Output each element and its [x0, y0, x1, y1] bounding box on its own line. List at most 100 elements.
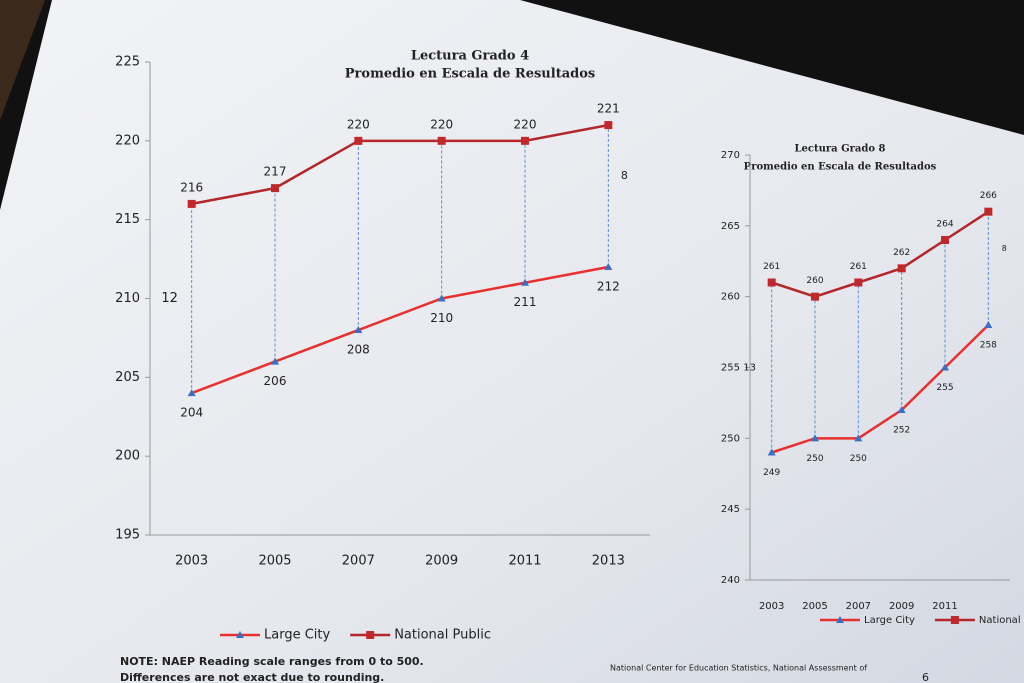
data-label: 261 [850, 262, 867, 272]
y-tick-label: 265 [721, 221, 740, 232]
data-label: 220 [514, 117, 537, 131]
note: Differences are not exact due to roundin… [120, 671, 384, 683]
annotation: 8 [1002, 244, 1007, 253]
y-tick-label: 270 [721, 150, 740, 161]
x-tick-label: 2009 [425, 554, 458, 569]
legend-marker [366, 631, 375, 639]
data-label: 258 [980, 341, 997, 351]
annotation: 12 [161, 291, 178, 306]
legend-label: National Public [979, 615, 1024, 626]
data-label: 255 [936, 383, 953, 393]
y-tick-label: 255 [721, 363, 740, 374]
y-tick-label: 225 [115, 55, 140, 70]
point-marker [604, 121, 613, 130]
data-label: 217 [264, 165, 287, 179]
page-number: 6 [922, 671, 929, 683]
y-tick-label: 215 [115, 212, 140, 227]
point-marker [941, 363, 949, 371]
chart-title: Lectura Grado 8 [795, 144, 886, 155]
point-marker [437, 136, 446, 145]
y-tick-label: 205 [115, 370, 140, 385]
data-label: 204 [180, 406, 203, 420]
y-tick-label: 260 [721, 292, 740, 303]
data-label: 261 [763, 262, 780, 272]
point-marker [897, 406, 906, 413]
point-marker [984, 207, 993, 216]
x-tick-label: 2011 [932, 601, 957, 612]
x-tick-label: 2009 [889, 601, 914, 612]
data-label: 210 [430, 311, 453, 325]
point-marker [437, 294, 446, 302]
legend-label: National Public [394, 628, 491, 643]
point-marker [811, 292, 819, 301]
chart-title: Lectura Grado 4 [411, 49, 529, 64]
annotation: 13 [743, 363, 756, 374]
note: NOTE: NAEP Reading scale ranges from 0 t… [120, 655, 424, 668]
data-label: 208 [347, 343, 370, 357]
x-tick-label: 2013 [592, 554, 625, 569]
data-label: 216 [180, 180, 203, 194]
data-label: 211 [514, 295, 537, 309]
point-marker [897, 264, 906, 273]
point-marker [271, 184, 279, 193]
legend-label: Large City [864, 615, 915, 626]
series-line [771, 210, 990, 298]
x-tick-label: 2005 [258, 554, 291, 569]
x-tick-label: 2007 [342, 554, 375, 569]
data-label: 249 [763, 468, 780, 478]
series-line [191, 123, 609, 206]
data-label: 220 [430, 117, 453, 131]
legend-label: Large City [264, 628, 330, 643]
point-marker [354, 136, 363, 145]
x-tick-label: 2011 [508, 554, 541, 569]
data-label: 266 [980, 191, 997, 201]
data-label: 212 [597, 279, 620, 293]
point-marker [854, 278, 863, 287]
x-tick-label: 2003 [175, 554, 208, 569]
point-marker [767, 278, 776, 287]
data-label: 264 [936, 220, 953, 230]
source: National Center for Education Statistics… [610, 664, 867, 673]
data-label: 221 [597, 102, 620, 116]
point-marker [271, 357, 279, 365]
point-marker [767, 448, 776, 456]
data-label: 260 [806, 276, 823, 286]
data-label: 250 [806, 454, 823, 464]
y-tick-label: 240 [721, 575, 740, 586]
point-marker [354, 326, 363, 334]
legend-marker [836, 616, 844, 623]
y-tick-label: 195 [115, 528, 140, 543]
point-marker [521, 278, 529, 286]
y-tick-label: 220 [115, 133, 140, 148]
y-tick-label: 250 [721, 433, 740, 444]
y-tick-label: 210 [115, 291, 140, 306]
x-tick-label: 2003 [759, 601, 784, 612]
x-tick-label: 2005 [802, 601, 827, 612]
point-marker [604, 262, 613, 270]
y-tick-label: 245 [721, 504, 740, 515]
data-label: 250 [850, 454, 867, 464]
point-marker [941, 236, 949, 244]
y-tick-label: 200 [115, 449, 140, 464]
data-label: 220 [347, 117, 370, 131]
data-label: 252 [893, 426, 910, 436]
x-tick-label: 2007 [846, 601, 871, 612]
data-label: 262 [893, 248, 910, 258]
chart-subtitle: Promedio en Escala de Resultados [345, 67, 595, 82]
legend-marker [950, 616, 959, 624]
point-marker [187, 199, 196, 208]
point-marker [854, 434, 863, 442]
annotation: 8 [621, 169, 628, 182]
legend-marker [236, 631, 244, 638]
point-marker [187, 389, 196, 397]
point-marker [521, 136, 529, 145]
point-marker [984, 321, 993, 328]
series-line [771, 324, 990, 454]
data-label: 206 [264, 374, 287, 388]
series-line [191, 265, 609, 395]
chart-subtitle: Promedio en Escala de Resultados [744, 162, 937, 173]
point-marker [811, 434, 819, 442]
